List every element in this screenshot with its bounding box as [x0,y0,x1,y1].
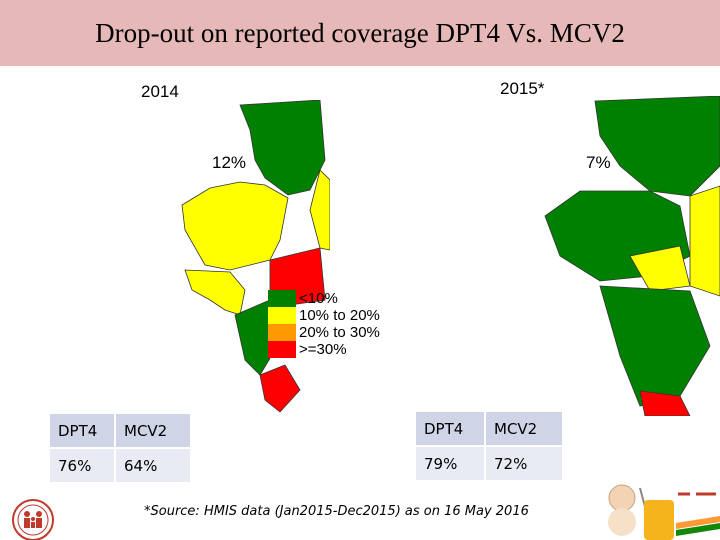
table-2014: DPT4 MCV2 76% 64% [48,412,192,484]
legend-item: 20% to 30% [268,324,380,341]
map-2015 [544,96,720,416]
legend-label: >=30% [299,341,347,358]
map-2015-east-region [689,185,720,297]
map-2014-rajasthan-region [181,181,289,271]
legend-label: <10% [299,290,338,307]
table-cell: 76% [50,449,114,482]
legend-swatch [268,341,296,358]
table-cell: 72% [486,447,562,480]
title-bar: Drop-out on reported coverage DPT4 Vs. M… [0,0,720,66]
slide-title: Drop-out on reported coverage DPT4 Vs. M… [95,17,625,48]
map-2015-dropout: 7% [586,153,611,172]
table-row: 76% 64% [50,449,190,482]
legend-label: 10% to 20% [299,307,380,324]
map-2015-north-region [594,96,720,197]
legend-item: 10% to 20% [268,307,380,324]
table-cell: 79% [416,447,484,480]
map-2014 [181,100,330,413]
table-header-row: DPT4 MCV2 [50,414,190,447]
legend-swatch [268,290,296,307]
legend-swatch [268,324,296,341]
map-2014-dropout: 12% [212,153,247,172]
map-2015-tip-region [639,390,691,416]
legend: <10% 10% to 20% 20% to 30% >=30% [268,290,380,358]
map-2015-year: 2015* [500,79,545,98]
table-header-cell: MCV2 [116,414,190,447]
table-header-cell: MCV2 [486,412,562,445]
legend-item: <10% [268,290,380,307]
map-2014-year: 2014 [141,82,179,101]
legend-swatch [268,307,296,324]
map-2014-border-region [309,169,330,251]
map-2015-south-region [599,285,711,407]
table-header-cell: DPT4 [416,412,484,445]
table-header-row: DPT4 MCV2 [416,412,562,445]
table-cell: 64% [116,449,190,482]
legend-label: 20% to 30% [299,324,380,341]
table-header-cell: DPT4 [50,414,114,447]
table-row: 79% 72% [416,447,562,480]
source-note: *Source: HMIS data (Jan2015-Dec2015) as … [144,504,529,519]
legend-item: >=30% [268,341,380,358]
table-2015: DPT4 MCV2 79% 72% [414,410,564,482]
map-2014-south-region [259,364,301,413]
campaign-banner [608,484,720,540]
nhm-logo [12,499,54,540]
map-2014-gujarat-region [184,269,246,316]
map-2014-north-region [239,100,326,196]
